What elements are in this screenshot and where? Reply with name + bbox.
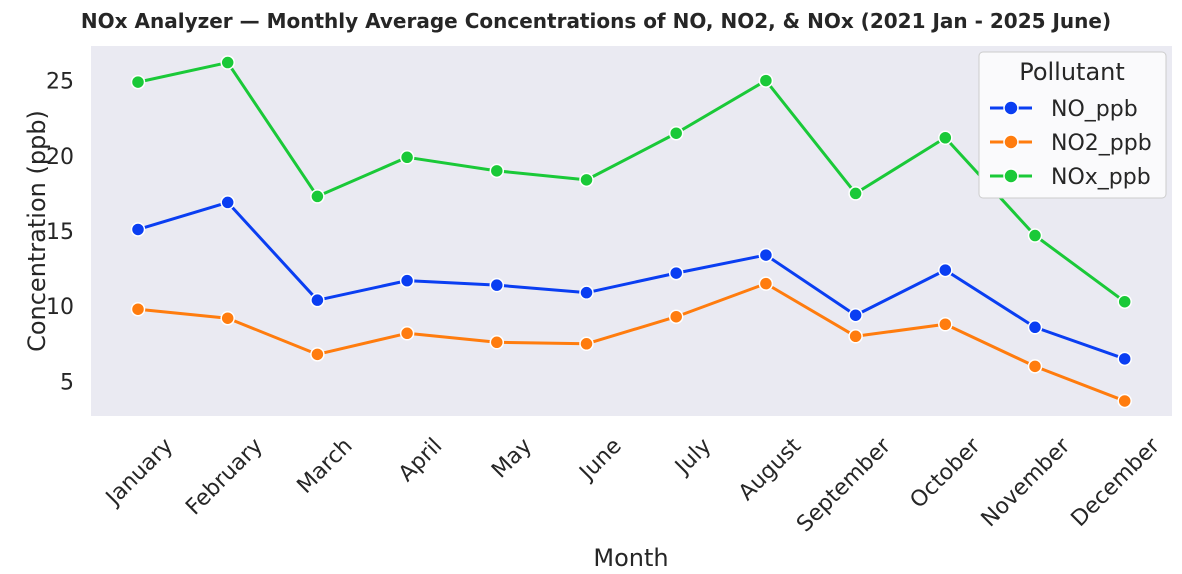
data-point-NOx_ppb <box>848 186 863 201</box>
data-point-NO_ppb <box>848 307 863 323</box>
data-point-NOx_ppb <box>668 125 684 141</box>
x-axis-label: Month <box>593 544 668 572</box>
y-axis-label: Concentration (ppb) <box>23 110 51 352</box>
data-point-NO_ppb <box>1117 351 1132 367</box>
data-point-NO2_ppb <box>1027 359 1043 374</box>
data-point-NOx_ppb <box>1117 294 1132 309</box>
legend-items: NO_ppb NO2_ppb NOx_ppb <box>990 97 1152 190</box>
data-point-NO_ppb <box>668 265 684 281</box>
x-tick-label: May <box>487 434 537 484</box>
data-point-NO2_ppb <box>758 276 774 291</box>
x-tick-label: March <box>293 434 358 499</box>
x-axis-ticks: January February March April May June July Augu… <box>100 433 1165 537</box>
data-point-NO_ppb <box>758 247 774 263</box>
data-point-NO_ppb <box>130 222 146 237</box>
x-tick-label: October <box>906 433 987 514</box>
data-point-NO2_ppb <box>848 329 863 344</box>
data-point-NO2_ppb <box>579 336 594 352</box>
x-tick-label: September <box>792 433 896 537</box>
x-tick-label: June <box>574 434 627 487</box>
data-point-NOx_ppb <box>489 163 505 179</box>
data-point-NOx_ppb <box>130 74 146 90</box>
x-tick-label: February <box>181 434 268 521</box>
x-tick-label: April <box>394 434 447 487</box>
y-tick-label: 25 <box>46 70 74 95</box>
data-point-NOx_ppb <box>399 150 415 165</box>
legend-marker-NO_ppb <box>1003 100 1019 116</box>
data-point-NO_ppb <box>938 262 953 278</box>
legend: Pollutant NO_ppb NO2_ppb NOx_ppb <box>978 51 1167 199</box>
data-point-NO2_ppb <box>130 301 146 317</box>
legend-box <box>978 51 1167 199</box>
y-tick-label: 10 <box>46 295 74 320</box>
x-tick-label: August <box>734 433 806 505</box>
data-point-NOx_ppb <box>938 130 953 145</box>
x-tick-label: July <box>669 434 716 481</box>
legend-label-NOx_ppb: NOx_ppb <box>1051 165 1151 190</box>
data-point-NOx_ppb <box>310 189 325 204</box>
chart-title: NOx Analyzer — Monthly Average Concentra… <box>81 9 1111 33</box>
legend-label-NO_ppb: NO_ppb <box>1051 97 1138 122</box>
data-point-NO_ppb <box>489 277 505 293</box>
y-axis-ticks: 5 10 15 20 25 <box>46 70 74 396</box>
data-point-NO2_ppb <box>668 309 684 324</box>
data-point-NO2_ppb <box>310 347 325 362</box>
data-point-NO_ppb <box>310 292 325 308</box>
data-point-NOx_ppb <box>579 172 594 188</box>
data-point-NOx_ppb <box>220 55 235 70</box>
x-tick-label: January <box>100 434 178 512</box>
data-point-NO2_ppb <box>489 335 505 350</box>
legend-marker-NO2_ppb <box>1003 134 1019 150</box>
data-point-NO_ppb <box>220 195 235 210</box>
data-point-NO_ppb <box>1027 320 1043 335</box>
data-point-NO_ppb <box>399 273 415 288</box>
y-tick-label: 20 <box>46 145 74 170</box>
data-point-NO2_ppb <box>220 310 235 326</box>
data-point-NO_ppb <box>579 285 594 300</box>
x-tick-label: December <box>1067 433 1166 532</box>
series-line-NOx_ppb <box>137 61 1126 303</box>
data-point-NOx_ppb <box>758 73 774 88</box>
series-layer <box>130 55 1132 409</box>
legend-title: Pollutant <box>1019 58 1125 86</box>
series-line-NO2_ppb <box>137 282 1126 403</box>
y-tick-label: 5 <box>60 370 74 395</box>
legend-marker-NOx_ppb <box>1003 168 1019 184</box>
data-point-NOx_ppb <box>1027 228 1043 243</box>
legend-label-NO2_ppb: NO2_ppb <box>1051 131 1152 156</box>
data-point-NO2_ppb <box>938 317 953 332</box>
series-line-NO_ppb <box>137 200 1126 361</box>
data-point-NO2_ppb <box>399 326 415 341</box>
data-point-NO2_ppb <box>1117 393 1132 409</box>
x-tick-label: November <box>977 433 1076 532</box>
y-tick-label: 15 <box>46 220 74 245</box>
